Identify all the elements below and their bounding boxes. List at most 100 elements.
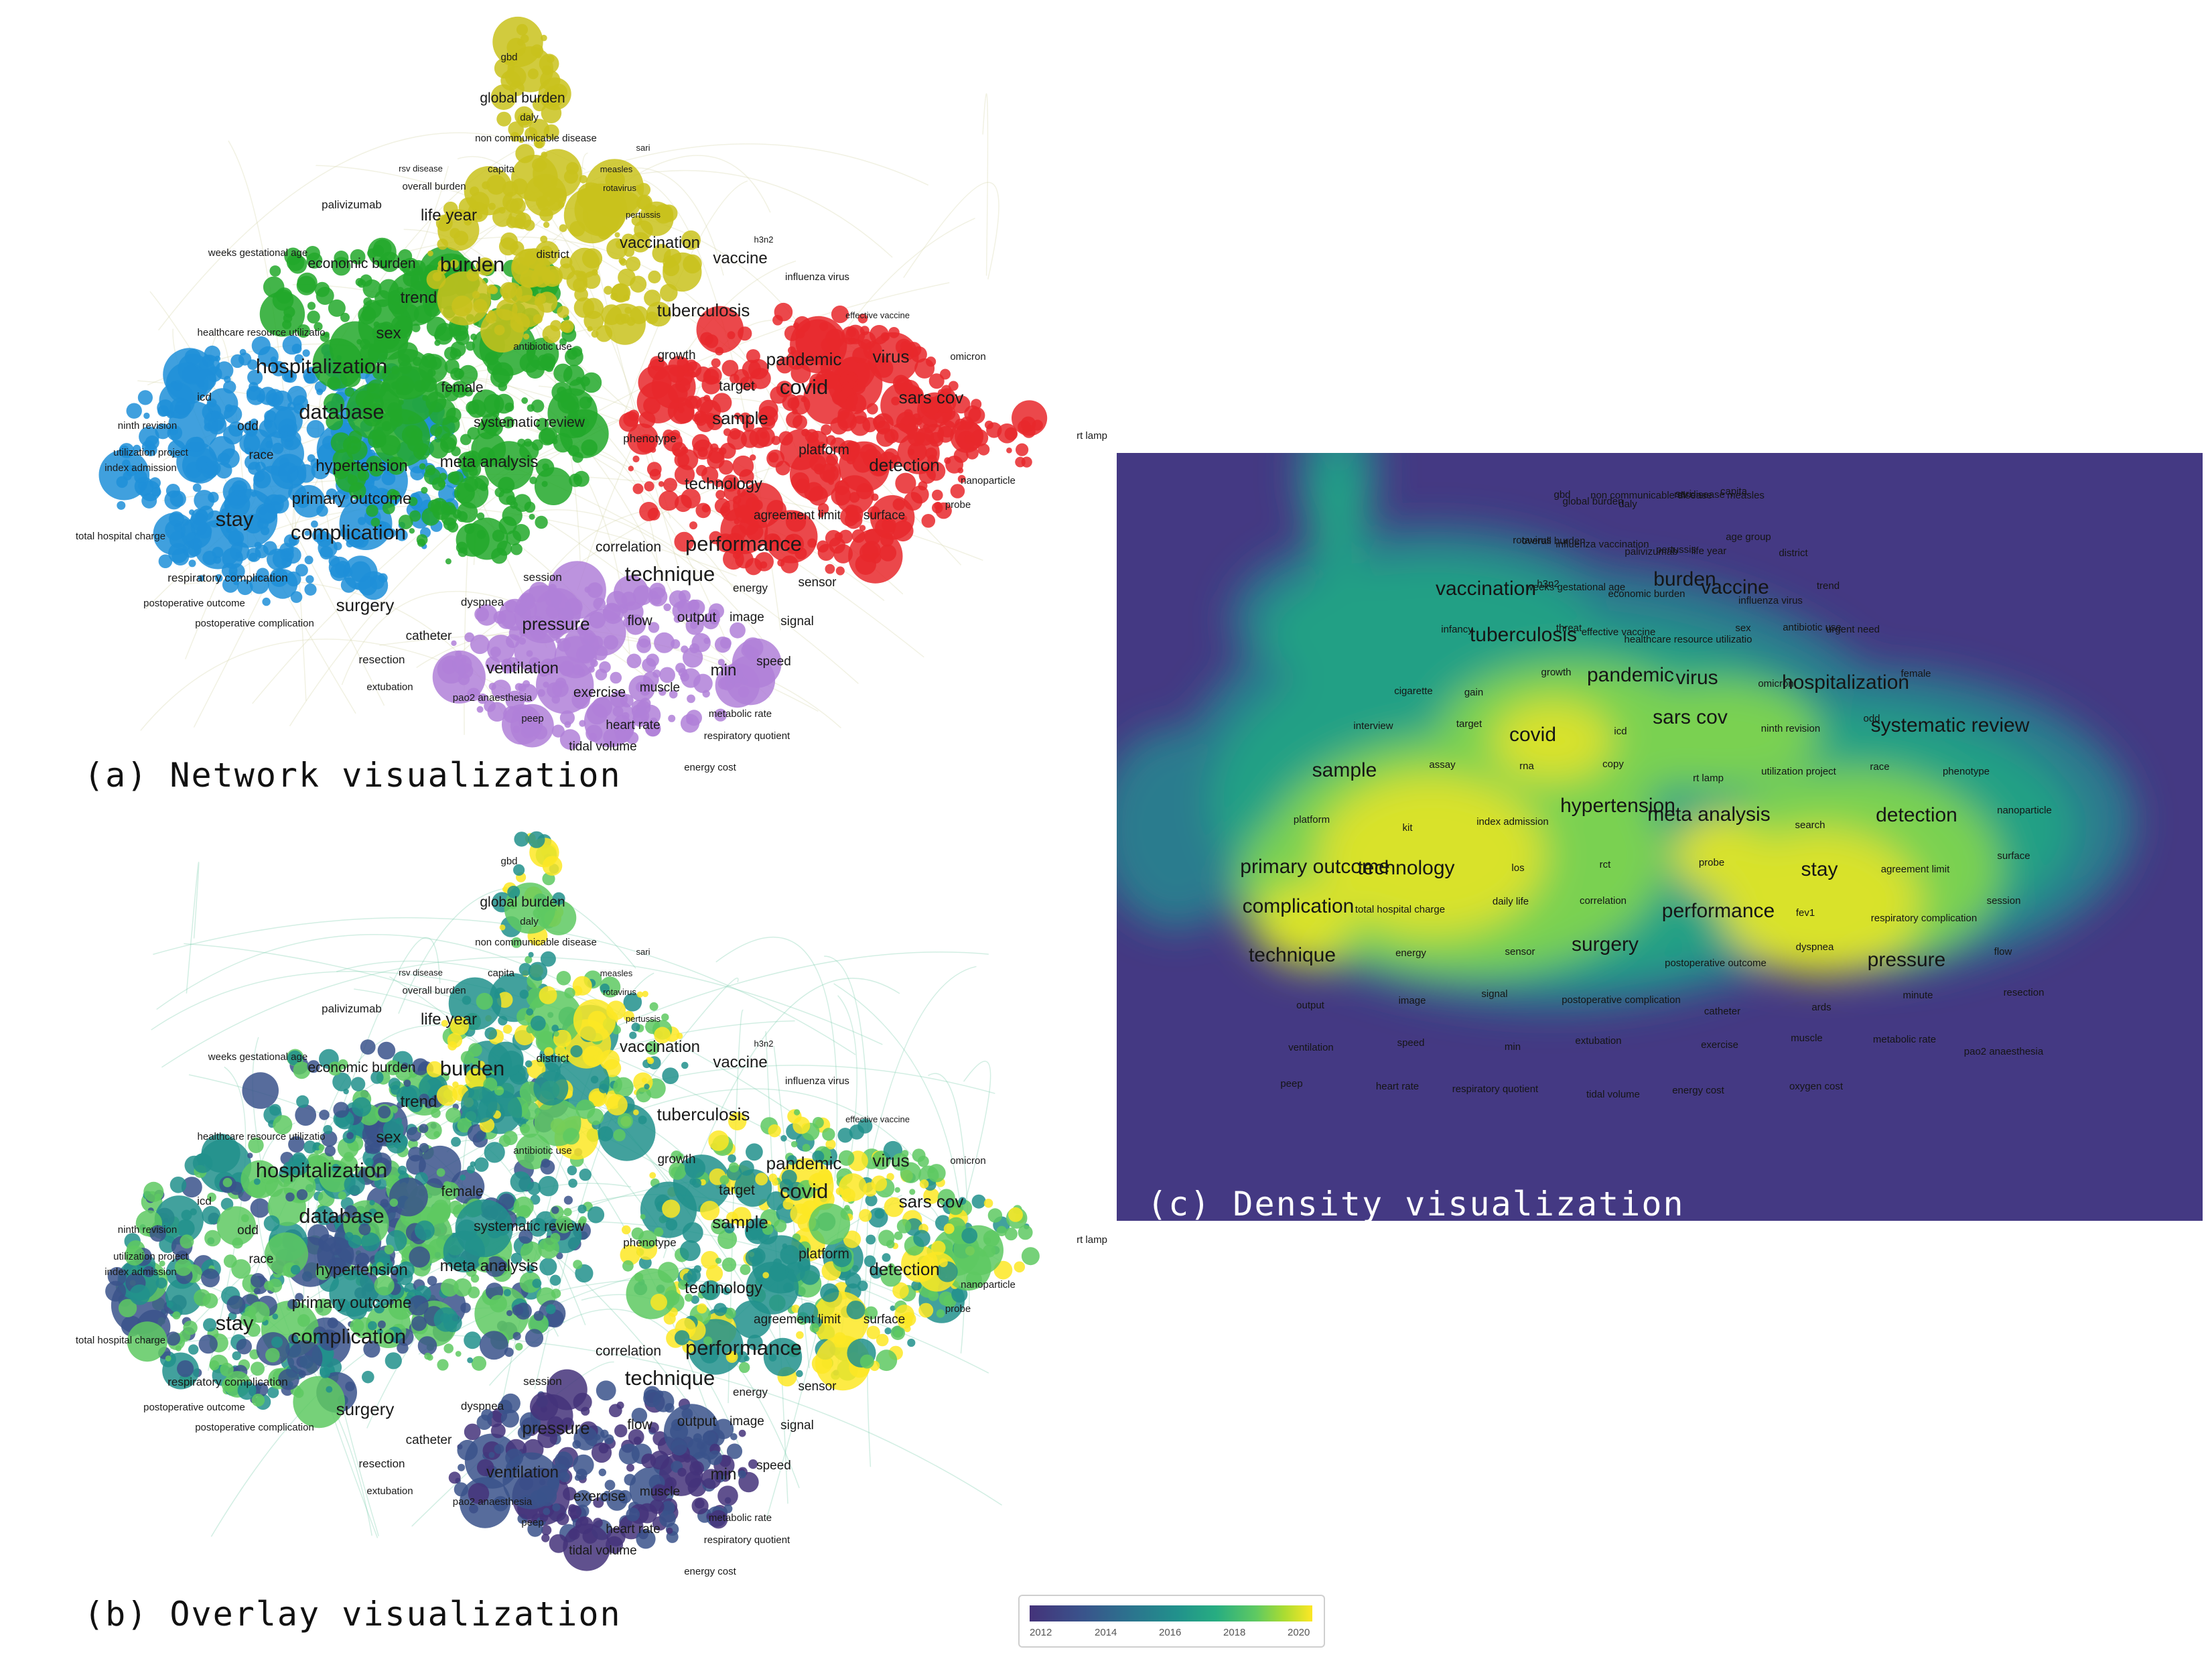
density-label: overall burden	[1521, 535, 1585, 547]
overlay-node	[594, 1434, 601, 1441]
network-node	[328, 299, 346, 317]
overlay-node	[433, 1307, 459, 1332]
overlay-node	[499, 924, 506, 931]
network-node	[377, 257, 391, 269]
overlay-node	[527, 1181, 541, 1195]
density-label: primary outcome	[1240, 856, 1389, 878]
overlay-node	[303, 1140, 317, 1154]
overlay-node	[783, 1282, 793, 1293]
density-label: utilization project	[1761, 766, 1837, 777]
network-node	[618, 604, 628, 614]
density-label: total hospital charge	[1355, 904, 1445, 915]
network-node-label: sex	[376, 324, 401, 342]
network-node-label: vaccination	[620, 234, 700, 252]
overlay-node	[901, 1150, 909, 1158]
density-blob	[1492, 701, 1612, 781]
overlay-node	[599, 1083, 609, 1093]
network-node	[312, 528, 327, 543]
network-node	[451, 381, 468, 398]
overlay-node	[859, 1354, 874, 1369]
overlay-node	[666, 1530, 679, 1543]
overlay-node	[931, 1240, 946, 1256]
network-node	[546, 55, 555, 63]
overlay-node	[745, 1249, 763, 1267]
overlay-node	[295, 1104, 317, 1126]
network-node-label: performance	[685, 532, 802, 555]
overlay-node	[441, 1020, 449, 1027]
overlay-node	[1004, 1228, 1018, 1241]
network-node	[231, 480, 248, 496]
density-label: surgery	[1572, 933, 1639, 955]
network-node	[523, 333, 530, 340]
network-node	[295, 564, 308, 577]
overlay-node	[604, 1434, 614, 1445]
overlay-node	[674, 1330, 690, 1345]
network-node	[742, 637, 764, 659]
overlay-node	[728, 1112, 747, 1131]
overlay-node	[863, 1255, 876, 1268]
overlay-node	[549, 1274, 561, 1286]
density-label: trend	[1817, 580, 1840, 592]
density-label: los	[1511, 862, 1524, 874]
overlay-node	[397, 1261, 415, 1278]
overlay-node	[251, 1394, 265, 1407]
overlay-node	[155, 1277, 167, 1289]
overlay-nodes	[105, 831, 1040, 1571]
overlay-node	[763, 1337, 803, 1377]
overlay-node	[285, 1192, 295, 1202]
network-node	[514, 218, 525, 229]
overlay-node	[784, 1262, 805, 1282]
network-node	[168, 543, 189, 564]
overlay-node	[629, 1031, 637, 1039]
network-node	[529, 513, 535, 520]
overlay-node	[268, 1278, 283, 1293]
overlay-node	[697, 1303, 707, 1314]
network-node-label: hypertension	[316, 457, 407, 475]
overlay-node	[327, 1317, 338, 1329]
overlay-node	[706, 1513, 713, 1520]
network-node	[133, 444, 141, 453]
network-node	[935, 502, 952, 519]
network-node	[553, 433, 573, 453]
network-node	[682, 647, 703, 668]
network-node-label: overall burden	[402, 181, 466, 192]
network-node	[659, 490, 679, 511]
overlay-node	[242, 1072, 279, 1109]
network-node	[650, 446, 656, 453]
network-node	[492, 529, 505, 542]
overlay-node	[631, 1408, 648, 1424]
network-node-label: agreement limit	[754, 509, 841, 523]
density-label: image	[1399, 995, 1426, 1006]
network-edge	[183, 579, 514, 734]
density-label: burden	[1653, 568, 1716, 590]
density-label: race	[1870, 761, 1889, 773]
overlay-node	[844, 1205, 850, 1211]
overlay-node	[426, 1061, 443, 1077]
network-node-label: global burden	[480, 90, 565, 106]
overlay-node	[288, 1136, 305, 1153]
network-node	[852, 346, 869, 364]
network-node	[699, 399, 721, 421]
overlay-node-label: probe	[945, 1303, 971, 1315]
network-node	[581, 439, 598, 456]
overlay-node	[564, 987, 575, 999]
network-node	[515, 143, 535, 163]
network-node-label: output	[677, 610, 717, 625]
network-node	[675, 494, 692, 513]
overlay-node	[415, 1220, 435, 1241]
overlay-node	[525, 1060, 533, 1068]
overlay-node	[894, 1187, 900, 1193]
network-node	[701, 466, 719, 484]
overlay-node	[717, 1485, 738, 1506]
network-node	[649, 468, 661, 480]
network-node-label: influenza virus	[785, 271, 849, 283]
overlay-node	[454, 1482, 468, 1497]
overlay-node-label: postoperative complication	[195, 1422, 314, 1433]
network-node-label: speed	[756, 655, 791, 669]
density-label: exercise	[1701, 1039, 1738, 1051]
overlay-node	[768, 1124, 781, 1138]
overlay-node	[577, 1218, 586, 1227]
network-node	[417, 539, 426, 547]
network-node	[573, 470, 590, 487]
overlay-node	[547, 1416, 564, 1433]
